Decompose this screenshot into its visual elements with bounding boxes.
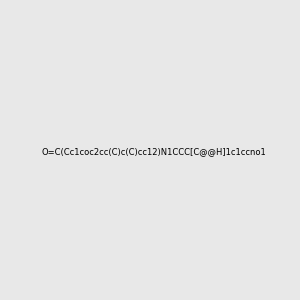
- Text: O=C(Cc1coc2cc(C)c(C)cc12)N1CCC[C@@H]1c1ccno1: O=C(Cc1coc2cc(C)c(C)cc12)N1CCC[C@@H]1c1c…: [41, 147, 266, 156]
